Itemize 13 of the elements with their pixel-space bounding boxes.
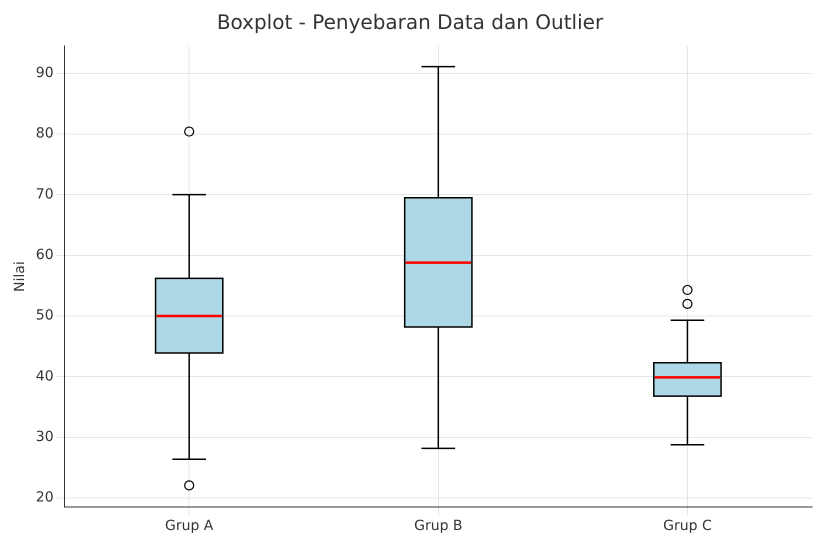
x-tick-label: Grup B xyxy=(414,518,463,534)
y-tick-label: 80 xyxy=(36,126,54,142)
chart-title: Boxplot - Penyebaran Data dan Outlier xyxy=(216,10,604,34)
x-tick-label: Grup C xyxy=(663,518,712,534)
y-tick-label: 60 xyxy=(36,247,54,263)
y-tick-label: 20 xyxy=(36,490,54,506)
y-axis-title: Nilai xyxy=(12,261,28,292)
y-tick-label: 30 xyxy=(36,429,54,446)
y-tick-label: 50 xyxy=(36,308,54,324)
x-tick-label: Grup A xyxy=(164,518,214,534)
y-tick-label: 40 xyxy=(36,368,54,384)
y-tick-label: 70 xyxy=(36,186,54,202)
y-tick-label: 90 xyxy=(36,64,54,81)
